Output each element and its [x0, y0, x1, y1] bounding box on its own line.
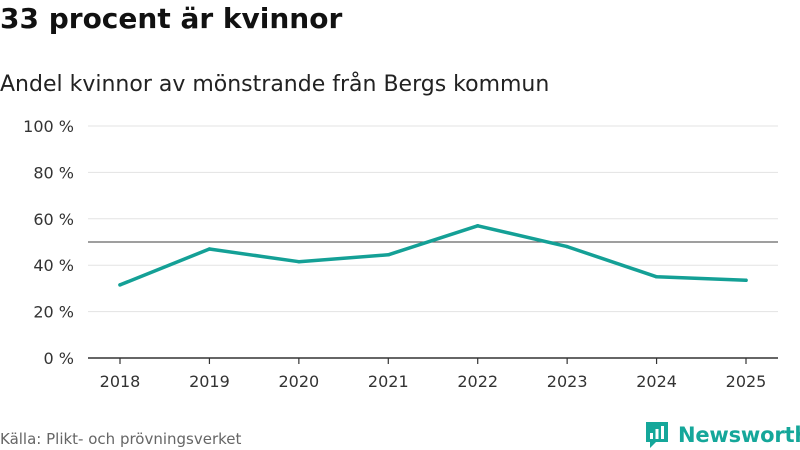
data-point-2024 — [654, 275, 659, 279]
data-point-2021 — [386, 253, 391, 257]
y-tick-label: 40 % — [33, 256, 74, 275]
source-note: Källa: Plikt- och prövningsverket — [0, 430, 242, 448]
data-point-2018 — [118, 283, 122, 287]
y-tick-label: 20 % — [33, 303, 74, 322]
newsworthy-logo: Newsworthy — [644, 420, 800, 450]
y-tick-labels: 0 % 20 % 40 % 60 % 80 % 100 % — [23, 117, 74, 368]
data-point-2023 — [565, 244, 569, 249]
series-line — [118, 224, 748, 287]
x-tick-label: 2018 — [100, 372, 141, 391]
data-point-2020 — [297, 259, 301, 264]
x-tick-label: 2025 — [726, 372, 767, 391]
y-tick-label: 60 % — [33, 210, 74, 229]
newsworthy-logo-text: Newsworthy — [678, 423, 800, 447]
x-tick-label: 2024 — [636, 372, 677, 391]
data-point-2019 — [207, 247, 212, 251]
chart-title: 33 procent är kvinnor — [0, 2, 343, 35]
data-point-2022 — [475, 224, 480, 228]
grid-lines — [88, 125, 778, 313]
x-tick-labels: 2018 2019 2020 2021 2022 2023 2024 2025 — [100, 372, 767, 391]
x-tick-label: 2019 — [189, 372, 230, 391]
y-tick-label: 100 % — [23, 117, 74, 136]
chart-subtitle: Andel kvinnor av mönstrande från Bergs k… — [0, 72, 550, 97]
x-tick-label: 2020 — [278, 372, 319, 391]
x-tick-label: 2023 — [547, 372, 588, 391]
data-points — [118, 224, 748, 287]
y-tick-label: 80 % — [33, 163, 74, 182]
x-ticks — [119, 358, 747, 364]
newsworthy-logo-icon — [646, 422, 668, 448]
y-tick-label: 0 % — [44, 349, 74, 368]
x-tick-label: 2021 — [368, 372, 409, 391]
x-tick-label: 2022 — [457, 372, 498, 391]
data-point-2025 — [744, 278, 748, 283]
